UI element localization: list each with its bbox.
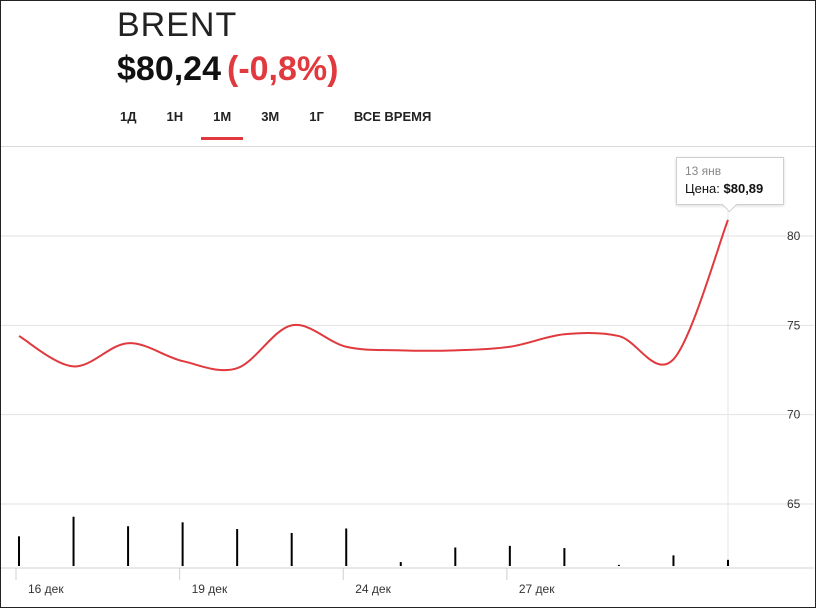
y-tick-label: 65 <box>787 497 801 511</box>
ticker-title: BRENT <box>117 6 238 44</box>
tooltip-value-row: Цена: $80,89 <box>685 181 775 196</box>
price-point <box>125 340 131 346</box>
price-point <box>398 347 404 353</box>
price-point <box>670 356 676 362</box>
x-tick-label: 24 дек <box>355 582 391 596</box>
tab-period-5[interactable]: ВСЕ ВРЕМЯ <box>353 109 432 124</box>
price-point <box>343 344 349 350</box>
price-point <box>234 365 240 371</box>
period-tabs: 1Д 1Н 1М 3М 1Г ВСЕ ВРЕМЯ <box>108 102 449 146</box>
tab-period-2[interactable]: 1М <box>201 102 244 140</box>
price-point <box>507 344 513 350</box>
price-point <box>180 358 186 364</box>
header-divider <box>1 146 815 147</box>
current-price: $80,24 <box>117 50 221 88</box>
y-tick-label: 75 <box>787 318 801 332</box>
price-chart[interactable]: 65 70 75 80 16 дек 19 дек 24 дек 27 дек <box>0 147 816 607</box>
price-change: (-0,8%) <box>227 50 339 88</box>
y-tick-label: 80 <box>787 229 801 243</box>
price-tooltip: 13 янв Цена: $80,89 <box>676 157 784 205</box>
price-point <box>71 363 77 369</box>
price-point <box>725 217 731 223</box>
price-point <box>561 331 567 337</box>
price-line <box>18 219 729 372</box>
tab-period-3[interactable]: 3М <box>261 109 280 124</box>
tooltip-price-value: $80,89 <box>723 181 764 196</box>
price-point <box>616 333 622 339</box>
tab-period-1[interactable]: 1Н <box>166 109 184 124</box>
price-point <box>16 333 22 339</box>
tab-period-0[interactable]: 1Д <box>120 109 137 124</box>
price-point <box>289 322 295 328</box>
x-tick-label: 16 дек <box>28 582 64 596</box>
tab-period-4[interactable]: 1Г <box>309 109 324 124</box>
price-point <box>452 347 458 353</box>
y-tick-label: 70 <box>787 408 801 422</box>
x-tick-label: 27 дек <box>519 582 555 596</box>
tooltip-date: 13 янв <box>685 164 722 178</box>
price-row: $80,24 (-0,8%) <box>117 50 338 89</box>
tooltip-price-label: Цена: <box>685 181 720 196</box>
x-tick-label: 19 дек <box>192 582 228 596</box>
